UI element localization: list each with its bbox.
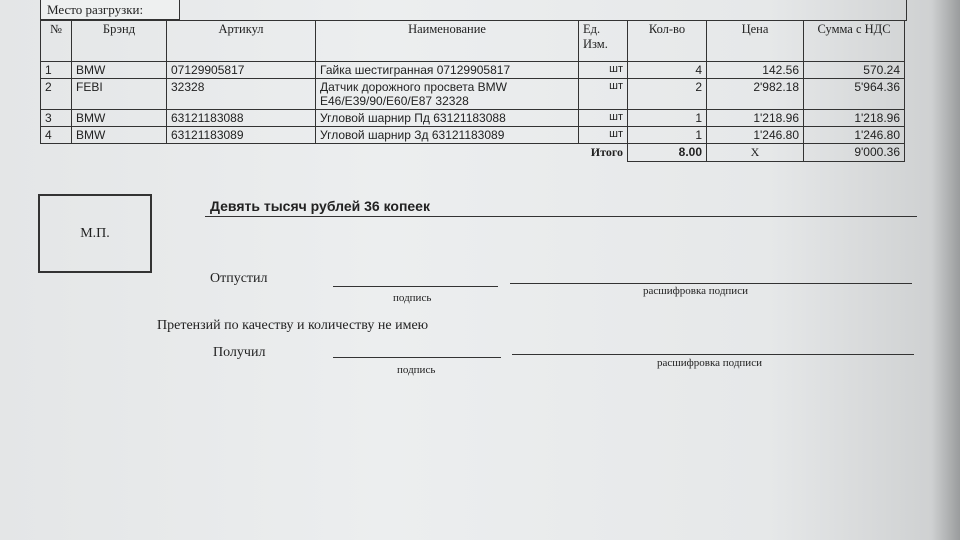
cell-qty: 1 [627, 126, 707, 144]
released-signature-line [333, 286, 498, 287]
unload-place-field [186, 0, 907, 21]
cell-brand: BMW [71, 109, 167, 127]
col-header: Наименование [315, 20, 579, 62]
cell-article: 63121183089 [166, 126, 316, 144]
cell-n: 2 [40, 78, 72, 110]
released-signature-caption: подпись [393, 292, 432, 304]
cell-article: 32328 [166, 78, 316, 110]
cell-unit: шт [578, 109, 628, 127]
col-header: Сумма с НДС [803, 20, 905, 62]
total-qty: 8.00 [627, 143, 707, 162]
cell-price: 142.56 [706, 61, 804, 79]
amount-in-words: Девять тысяч рублей 36 копеек [210, 198, 430, 214]
col-header: Артикул [166, 20, 316, 62]
received-decode-caption: расшифровка подписи [657, 357, 762, 369]
released-decode-caption: расшифровка подписи [643, 285, 748, 297]
cell-name: Датчик дорожного просвета BMW E46/E39/90… [315, 78, 579, 110]
total-row: Итого 8.00 X 9'000.36 [41, 143, 905, 162]
cell-n: 4 [40, 126, 72, 144]
col-header: № [40, 20, 72, 62]
cell-brand: BMW [71, 126, 167, 144]
received-label: Получил [213, 345, 266, 360]
cell-sum: 1'218.96 [803, 109, 905, 127]
cell-sum: 570.24 [803, 61, 905, 79]
cell-price: 1'218.96 [706, 109, 804, 127]
total-sum: 9'000.36 [803, 143, 905, 162]
cell-brand: BMW [71, 61, 167, 79]
cell-name: Угловой шарнир Пд 63121183088 [315, 109, 579, 127]
claims-text: Претензий по качеству и количеству не им… [157, 318, 429, 333]
cell-qty: 2 [627, 78, 707, 110]
table-row: 2 FEBI 32328 Датчик дорожного просвета BMW … [40, 78, 905, 110]
cell-name: Угловой шарнир Зд 63121183089 [315, 126, 579, 144]
cell-n: 1 [40, 61, 72, 79]
received-decode-line [512, 354, 914, 355]
cell-qty: 1 [627, 109, 707, 127]
col-header: Брэнд [71, 20, 167, 62]
cell-price: 1'246.80 [706, 126, 804, 144]
table-row: 4 BMW 63121183089 Угловой шарнир Зд 6312118… [40, 126, 905, 144]
items-table: № Брэнд Артикул Наименование Ед. Изм. Ко… [40, 20, 905, 162]
cell-price: 2'982.18 [706, 78, 804, 110]
col-header: Ед. Изм. [578, 20, 628, 62]
received-signature-caption: подпись [397, 364, 436, 376]
cell-brand: FEBI [71, 78, 167, 110]
col-header: Цена [706, 20, 804, 62]
table-row: 3 BMW 63121183088 Угловой шарнир Пд 6312118… [40, 109, 905, 127]
released-label: Отпустил [210, 271, 268, 286]
cell-sum: 5'964.36 [803, 78, 905, 110]
stamp-box: М.П. [38, 194, 152, 273]
unload-place-label: Место разгрузки: [40, 0, 180, 20]
col-header: Кол-во [627, 20, 707, 62]
cell-article: 07129905817 [166, 61, 316, 79]
table-row: 1 BMW 07129905817 Гайка шестигранная 071299… [40, 61, 905, 79]
total-price: X [706, 143, 804, 162]
received-signature-line [333, 357, 501, 358]
cell-article: 63121183088 [166, 109, 316, 127]
table-header: № Брэнд Артикул Наименование Ед. Изм. Ко… [40, 20, 905, 62]
total-label: Итого [590, 145, 623, 159]
cell-sum: 1'246.80 [803, 126, 905, 144]
cell-qty: 4 [627, 61, 707, 79]
cell-unit: шт [578, 78, 628, 110]
cell-n: 3 [40, 109, 72, 127]
cell-name: Гайка шестигранная 07129905817 [315, 61, 579, 79]
stamp-label: М.П. [80, 225, 110, 241]
released-decode-line [510, 283, 912, 284]
cell-unit: шт [578, 126, 628, 144]
cell-unit: шт [578, 61, 628, 79]
